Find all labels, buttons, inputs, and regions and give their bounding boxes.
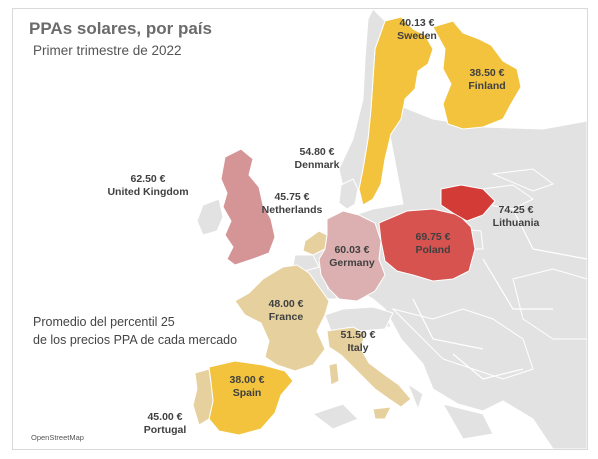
country-denmark[interactable] [338, 178, 359, 210]
country-italy[interactable] [326, 326, 412, 408]
name-denmark: Denmark [294, 159, 340, 171]
map-panel: PPAs solares, por país Primer trimestre … [12, 8, 588, 450]
label-denmark: 54.80 € Denmark [295, 146, 340, 172]
value-france: 48.00 € [268, 298, 304, 310]
country-portugal[interactable] [192, 368, 214, 426]
note-line-2: de los precios PPA de cada mercado [33, 333, 238, 347]
name-germany: Germany [329, 257, 375, 269]
island-sardinia [328, 362, 340, 386]
value-united-kingdom: 62.50 € [130, 173, 166, 185]
value-portugal: 45.00 € [147, 411, 183, 423]
country-germany[interactable] [318, 210, 386, 302]
value-germany: 60.03 € [334, 244, 370, 256]
label-france: 48.00 € France [268, 298, 303, 324]
country-alpine [324, 306, 394, 332]
value-poland: 69.75 € [415, 231, 451, 243]
value-spain: 38.00 € [229, 374, 265, 386]
map-attribution[interactable]: OpenStreetMap [31, 433, 84, 442]
label-germany: 60.03 € Germany [329, 244, 375, 270]
value-sweden: 40.13 € [399, 17, 435, 29]
country-finland[interactable] [432, 20, 522, 130]
methodology-note: Promedio del percentil 25 de los precios… [33, 313, 293, 349]
value-denmark: 54.80 € [299, 146, 335, 158]
note-line-1: Promedio del percentil 25 [33, 315, 175, 329]
map-title: PPAs solares, por país [29, 19, 212, 38]
name-sweden: Sweden [397, 30, 437, 42]
label-italy: 51.50 € Italy [340, 329, 375, 355]
label-united-kingdom: 62.50 € United Kingdom [107, 173, 188, 199]
country-france[interactable] [234, 264, 330, 372]
value-italy: 51.50 € [340, 329, 376, 341]
country-ireland [196, 198, 224, 236]
name-united-kingdom: United Kingdom [107, 186, 189, 198]
name-france: France [268, 311, 304, 323]
value-finland: 38.50 € [469, 67, 505, 79]
value-lithuania: 74.25 € [498, 204, 534, 216]
name-portugal: Portugal [143, 424, 187, 436]
country-united-kingdom[interactable] [220, 148, 276, 266]
europe-map[interactable] [13, 9, 587, 449]
country-lithuania[interactable] [440, 184, 496, 222]
name-spain: Spain [232, 387, 262, 399]
country-poland[interactable] [378, 208, 476, 282]
label-spain: 38.00 € Spain [229, 374, 264, 400]
label-portugal: 45.00 € Portugal [144, 411, 187, 437]
label-lithuania: 74.25 € Lithuania [493, 204, 540, 230]
country-norway [338, 9, 386, 190]
map-subtitle: Primer trimestre de 2022 [33, 43, 182, 58]
name-netherlands: Netherlands [261, 204, 323, 216]
label-poland: 69.75 € Poland [415, 231, 450, 257]
value-netherlands: 45.75 € [274, 191, 310, 203]
island-sicily [372, 406, 392, 420]
label-finland: 38.50 € Finland [468, 67, 505, 93]
internal-borders [392, 208, 587, 380]
label-sweden: 40.13 € Sweden [397, 17, 437, 43]
name-finland: Finland [468, 80, 506, 92]
name-italy: Italy [347, 342, 369, 354]
label-netherlands: 45.75 € Netherlands [262, 191, 323, 217]
name-lithuania: Lithuania [492, 217, 540, 229]
name-poland: Poland [415, 244, 451, 256]
